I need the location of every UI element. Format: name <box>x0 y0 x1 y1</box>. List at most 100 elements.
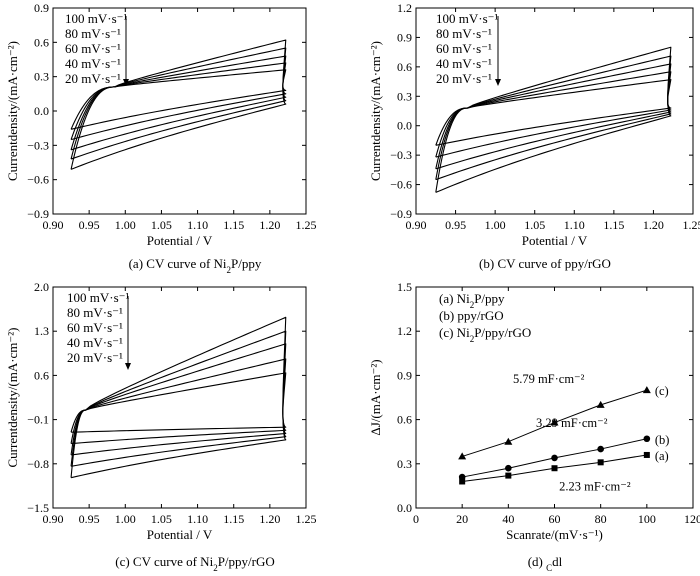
cv-curve <box>70 372 287 433</box>
x-axis-label: Potential / V <box>147 233 213 248</box>
x-tick-label: 1.00 <box>115 218 136 232</box>
series-tag: (b) <box>655 433 670 447</box>
legend-entry: 40 mV·s⁻¹ <box>436 56 492 71</box>
cv-curve <box>70 343 287 456</box>
y-tick-label: 0.9 <box>397 368 412 382</box>
x-tick-label: 100 <box>638 512 656 526</box>
legend-entry: 20 mV·s⁻¹ <box>67 350 123 365</box>
x-tick-label: 1.10 <box>187 218 208 232</box>
cv-curve <box>70 62 287 141</box>
y-tick-label: 0.6 <box>34 368 49 382</box>
figure-caption: (d) Cdl <box>528 554 563 573</box>
x-tick-label: 0.95 <box>445 218 466 232</box>
figure-caption: (a) CV curve of Ni2P/ppy <box>129 256 262 275</box>
y-tick-label: −0.3 <box>27 138 49 152</box>
data-point-square <box>459 478 466 485</box>
data-point-triangle <box>458 452 467 460</box>
x-tick-label: 0.90 <box>406 218 427 232</box>
x-axis-label: Scanrate/(mV·s⁻¹) <box>506 527 603 542</box>
x-tick-label: 120 <box>684 512 700 526</box>
x-tick-label: 1.25 <box>683 218 700 232</box>
data-point-triangle <box>550 418 559 426</box>
x-tick-label: 1.25 <box>296 218 317 232</box>
x-tick-label: 0.90 <box>43 218 64 232</box>
legend-entry: (b) ppy/rGO <box>439 308 504 323</box>
data-point-triangle <box>504 437 513 445</box>
panel-d: 0 20 40 60 80 100 120 0.0 0.3 0.6 0.9 1.2 1.5 Scanrat… <box>368 280 700 573</box>
legend-entry: 40 mV·s⁻¹ <box>65 56 121 71</box>
legend-entry: (a) Ni2P/ppy <box>439 291 505 310</box>
data-point-square <box>505 472 512 479</box>
cv-curve <box>435 46 672 193</box>
panel-b: 0.90 0.95 1.00 1.05 1.10 1.15 1.20 1.25 −0.9 −0.6… <box>368 1 700 271</box>
y-tick-label: 1.5 <box>397 280 412 294</box>
x-tick-label: 0.95 <box>79 218 100 232</box>
figure-caption: (b) CV curve of ppy/rGO <box>479 256 611 271</box>
x-tick-label: 0.90 <box>43 512 64 526</box>
arrow-head-icon <box>123 79 129 86</box>
plot-frame <box>52 286 307 509</box>
data-point-triangle <box>596 400 605 408</box>
x-tick-label: 1.15 <box>223 512 244 526</box>
y-tick-label: −0.8 <box>27 457 49 471</box>
cv-curve <box>435 55 672 181</box>
y-tick-label: 0.0 <box>397 501 412 515</box>
data-point-triangle <box>642 386 651 394</box>
cv-curve <box>435 71 672 158</box>
y-axis-label: ΔJ/(mA·cm⁻²) <box>368 359 383 435</box>
y-tick-label: 1.2 <box>397 324 412 338</box>
arrow-head-icon <box>125 363 131 370</box>
x-tick-label: 0 <box>413 512 419 526</box>
legend-entry: 80 mV·s⁻¹ <box>65 26 121 41</box>
legend-entry: 100 mV·s⁻¹ <box>67 290 130 305</box>
x-tick-label: 80 <box>595 512 607 526</box>
x-tick-label: 1.00 <box>485 218 506 232</box>
legend-entry: 80 mV·s⁻¹ <box>436 26 492 41</box>
data-point-circle <box>458 473 466 481</box>
slope-annotation: 3.29 mF·cm⁻² <box>536 416 608 430</box>
y-tick-label: −0.1 <box>27 413 49 427</box>
x-tick-label: 1.15 <box>223 218 244 232</box>
y-axis-label: Currentdensity/(mA·cm⁻²) <box>5 41 20 181</box>
y-tick-label: −0.9 <box>390 207 412 221</box>
y-tick-label: 0.3 <box>34 70 49 84</box>
figure-caption: (c) CV curve of Ni2P/ppy/rGO <box>115 554 275 573</box>
y-tick-label: 1.2 <box>397 1 412 15</box>
legend-entry: 100 mV·s⁻¹ <box>436 11 499 26</box>
y-tick-label: −1.5 <box>27 501 49 515</box>
cv-curve <box>70 47 287 160</box>
cv-curve <box>70 358 287 445</box>
y-axis-label: Currentdensity/(mA·cm⁻²) <box>368 41 383 181</box>
arrow-head-icon <box>495 79 501 86</box>
x-axis-label: Potential / V <box>522 233 588 248</box>
data-point-square <box>597 459 604 466</box>
cv-curve <box>435 63 672 170</box>
legend-entry: 60 mV·s⁻¹ <box>436 41 492 56</box>
x-tick-label: 60 <box>549 512 561 526</box>
x-tick-label: 1.10 <box>187 512 208 526</box>
legend-entry: 60 mV·s⁻¹ <box>65 41 121 56</box>
data-point-circle <box>597 445 604 453</box>
data-point-circle <box>643 435 651 443</box>
y-axis-label: Currentdensity/(mA·cm⁻²) <box>5 327 20 467</box>
y-tick-label: 0.9 <box>397 30 412 44</box>
x-tick-label: 0.95 <box>79 512 100 526</box>
x-tick-label: 1.20 <box>643 218 664 232</box>
y-tick-label: 0.0 <box>34 104 49 118</box>
y-tick-label: −0.6 <box>390 178 412 192</box>
x-tick-label: 1.05 <box>151 218 172 232</box>
plot-frame <box>415 7 694 215</box>
y-tick-label: 0.6 <box>34 35 49 49</box>
cv-curve <box>70 330 287 467</box>
cv-curve <box>435 79 672 146</box>
legend-entry: 100 mV·s⁻¹ <box>65 11 128 26</box>
x-tick-label: 1.20 <box>259 218 280 232</box>
cv-curve <box>70 39 287 170</box>
y-tick-label: 0.3 <box>397 457 412 471</box>
y-tick-label: 0.6 <box>397 413 412 427</box>
y-tick-label: 0.6 <box>397 60 412 74</box>
legend-entry: 20 mV·s⁻¹ <box>65 71 121 86</box>
legend-entry: 60 mV·s⁻¹ <box>67 320 123 335</box>
y-tick-label: 0.0 <box>397 119 412 133</box>
